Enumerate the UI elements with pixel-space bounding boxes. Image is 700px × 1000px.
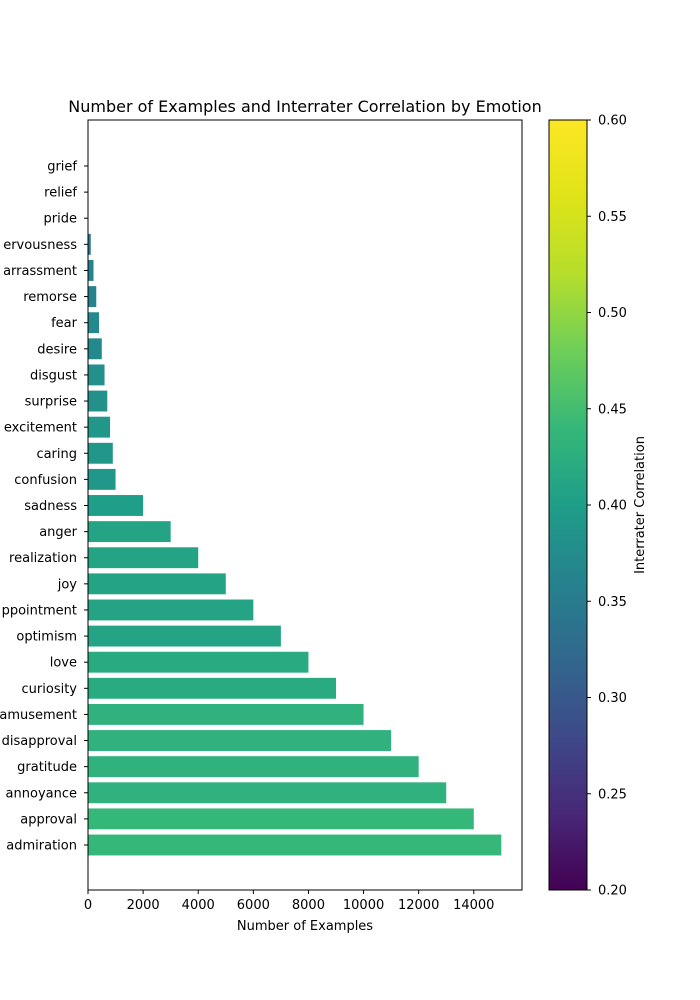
colorbar-tick-label: 0.45 bbox=[598, 402, 627, 417]
y-tick-label: desire bbox=[37, 342, 77, 357]
y-tick-label: curiosity bbox=[22, 682, 78, 697]
colorbar-tick-label: 0.25 bbox=[598, 787, 627, 802]
x-tick-label: 0 bbox=[84, 898, 92, 913]
y-tick-label: gratitude bbox=[17, 760, 77, 775]
y-tick-label: sadness bbox=[24, 499, 77, 514]
y-tick-label: remorse bbox=[23, 290, 77, 305]
x-axis-ticks: 0 2000 4000 6000 8000 10000 12000 14000 bbox=[84, 890, 494, 913]
bar-anger bbox=[88, 521, 171, 543]
y-tick-label: annoyance bbox=[6, 786, 77, 801]
bar-amusement bbox=[88, 703, 364, 725]
x-tick-label: 2000 bbox=[127, 898, 160, 913]
y-tick-label: confusion bbox=[14, 473, 77, 488]
x-tick-label: 4000 bbox=[182, 898, 215, 913]
bar-remorse bbox=[88, 286, 97, 308]
bar-optimism bbox=[88, 625, 281, 647]
bar-sadness bbox=[88, 495, 144, 516]
colorbar-ticks: 0.20 0.25 0.30 0.35 0.40 0.45 0.50 0.55 0.60 bbox=[587, 114, 627, 899]
colorbar bbox=[548, 119, 588, 891]
colorbar-tick-label: 0.30 bbox=[598, 691, 627, 706]
colorbar-tick-label: 0.35 bbox=[598, 595, 627, 610]
y-tick-label: arrassment bbox=[3, 264, 77, 279]
bar-annoyance bbox=[88, 782, 447, 804]
x-axis-label: Number of Examples bbox=[237, 919, 373, 934]
y-tick-label: excitement bbox=[4, 421, 77, 436]
colorbar-tick-label: 0.20 bbox=[598, 884, 627, 899]
x-tick-label: 6000 bbox=[237, 898, 270, 913]
bar-desire bbox=[88, 338, 102, 360]
bar-joy bbox=[88, 573, 226, 595]
bar-realization bbox=[88, 547, 199, 569]
colorbar-tick-label: 0.60 bbox=[598, 114, 627, 129]
y-tick-label: approval bbox=[20, 812, 77, 827]
x-tick-label: 12000 bbox=[398, 898, 439, 913]
chart-title: Number of Examples and Interrater Correl… bbox=[68, 97, 541, 116]
bars-layer bbox=[88, 233, 502, 856]
x-tick-label: 8000 bbox=[292, 898, 325, 913]
y-tick-label: ppointment bbox=[2, 603, 77, 618]
bar-confusion bbox=[88, 468, 116, 490]
y-tick-label: love bbox=[50, 656, 77, 671]
y-tick-label: anger bbox=[39, 525, 77, 540]
y-tick-label: fear bbox=[51, 316, 78, 331]
x-tick-label: 14000 bbox=[453, 898, 494, 913]
y-tick-label: grief bbox=[47, 160, 77, 175]
colorbar-label: Interrater Correlation bbox=[633, 436, 648, 574]
y-tick-label: caring bbox=[36, 447, 77, 462]
y-axis-ticks: admiration approval annoyance gratitude disa… bbox=[0, 160, 88, 854]
bar-nervousness bbox=[88, 233, 91, 255]
y-tick-label: disgust bbox=[30, 368, 77, 383]
colorbar-tick-label: 0.55 bbox=[598, 210, 627, 225]
y-tick-label: amusement bbox=[0, 708, 77, 723]
bar-embarrassment bbox=[88, 260, 94, 281]
y-tick-label: optimism bbox=[16, 630, 77, 645]
y-tick-label: joy bbox=[57, 577, 78, 592]
y-tick-label: surprise bbox=[25, 395, 77, 410]
bar-fear bbox=[88, 312, 100, 334]
bar-approval bbox=[88, 808, 474, 830]
bar-caring bbox=[88, 442, 113, 464]
bar-disappointment bbox=[88, 599, 254, 621]
y-tick-label: realization bbox=[9, 551, 77, 566]
y-tick-label: admiration bbox=[6, 839, 77, 854]
x-tick-label: 10000 bbox=[343, 898, 384, 913]
bar-gratitude bbox=[88, 756, 419, 778]
bar-disapproval bbox=[88, 730, 392, 751]
bar-curiosity bbox=[88, 677, 336, 699]
y-tick-label: ervousness bbox=[3, 238, 77, 253]
colorbar-tick-label: 0.40 bbox=[598, 499, 627, 514]
y-tick-label: pride bbox=[44, 212, 77, 227]
colorbar-tick-label: 0.50 bbox=[598, 306, 627, 321]
y-tick-label: relief bbox=[44, 186, 77, 201]
plot-frame bbox=[87, 119, 523, 891]
bar-love bbox=[88, 651, 309, 673]
y-tick-label: disapproval bbox=[2, 734, 77, 749]
bar-surprise bbox=[88, 390, 108, 412]
bar-disgust bbox=[88, 364, 105, 386]
bar-admiration bbox=[88, 834, 502, 856]
bar-excitement bbox=[88, 416, 111, 438]
